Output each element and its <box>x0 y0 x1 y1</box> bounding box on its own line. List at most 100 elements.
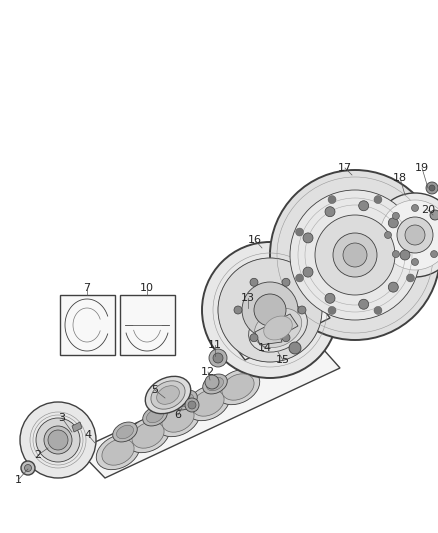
Bar <box>120 295 175 355</box>
Circle shape <box>431 251 438 257</box>
Circle shape <box>213 353 223 363</box>
Text: 10: 10 <box>140 283 154 293</box>
Ellipse shape <box>192 390 224 416</box>
Polygon shape <box>72 422 82 432</box>
Circle shape <box>270 170 438 340</box>
Circle shape <box>202 242 338 378</box>
Circle shape <box>359 299 369 309</box>
Circle shape <box>242 282 298 338</box>
Circle shape <box>405 225 425 245</box>
Ellipse shape <box>186 385 230 421</box>
Circle shape <box>328 306 336 314</box>
Circle shape <box>234 306 242 314</box>
Bar <box>60 295 115 355</box>
Ellipse shape <box>222 374 254 400</box>
Circle shape <box>315 215 395 295</box>
Circle shape <box>389 218 398 228</box>
Circle shape <box>411 259 418 265</box>
Ellipse shape <box>126 417 170 453</box>
Circle shape <box>188 401 196 409</box>
Ellipse shape <box>249 304 307 352</box>
Circle shape <box>21 461 35 475</box>
Ellipse shape <box>151 381 185 409</box>
Circle shape <box>325 207 335 217</box>
Circle shape <box>290 190 420 320</box>
Circle shape <box>289 342 301 354</box>
Text: 1: 1 <box>14 475 21 485</box>
Ellipse shape <box>162 406 194 432</box>
Ellipse shape <box>147 409 163 423</box>
Circle shape <box>282 278 290 286</box>
Circle shape <box>205 375 219 389</box>
Ellipse shape <box>207 377 223 391</box>
Circle shape <box>389 282 398 292</box>
Circle shape <box>298 306 306 314</box>
Circle shape <box>430 210 438 220</box>
Text: 3: 3 <box>59 413 66 423</box>
Text: 2: 2 <box>35 450 42 460</box>
Text: 18: 18 <box>393 173 407 183</box>
Text: 15: 15 <box>276 355 290 365</box>
Ellipse shape <box>132 422 164 448</box>
Ellipse shape <box>254 309 302 348</box>
Ellipse shape <box>96 434 140 470</box>
Polygon shape <box>230 298 330 360</box>
Circle shape <box>303 267 313 277</box>
Text: 7: 7 <box>83 283 91 293</box>
Text: 5: 5 <box>152 385 159 395</box>
Ellipse shape <box>102 439 134 465</box>
Circle shape <box>185 398 199 412</box>
Ellipse shape <box>145 376 191 414</box>
Ellipse shape <box>203 374 227 394</box>
Text: 17: 17 <box>338 163 352 173</box>
Circle shape <box>218 258 322 362</box>
Circle shape <box>36 418 80 462</box>
Circle shape <box>48 430 68 450</box>
Circle shape <box>385 231 392 238</box>
Circle shape <box>374 196 382 204</box>
Text: 11: 11 <box>208 340 222 350</box>
Circle shape <box>431 213 438 220</box>
Circle shape <box>250 278 258 286</box>
Text: 16: 16 <box>248 235 262 245</box>
Circle shape <box>296 228 304 236</box>
Circle shape <box>374 306 382 314</box>
Ellipse shape <box>264 316 292 340</box>
Circle shape <box>411 205 418 212</box>
Circle shape <box>373 193 438 277</box>
Circle shape <box>20 402 96 478</box>
Circle shape <box>328 196 336 204</box>
Ellipse shape <box>143 406 167 426</box>
Circle shape <box>282 334 290 342</box>
Ellipse shape <box>177 393 194 407</box>
Ellipse shape <box>113 422 137 442</box>
Text: 13: 13 <box>241 293 255 303</box>
Ellipse shape <box>156 401 200 437</box>
Circle shape <box>333 233 377 277</box>
Polygon shape <box>255 314 298 345</box>
Text: 12: 12 <box>201 367 215 377</box>
Text: 14: 14 <box>258 343 272 353</box>
Circle shape <box>25 464 32 472</box>
Circle shape <box>325 293 335 303</box>
Text: 4: 4 <box>85 430 92 440</box>
Circle shape <box>209 349 227 367</box>
Circle shape <box>254 294 286 326</box>
Circle shape <box>303 233 313 243</box>
Ellipse shape <box>173 390 197 410</box>
Circle shape <box>296 274 304 282</box>
Ellipse shape <box>117 425 134 439</box>
Circle shape <box>392 213 399 220</box>
Circle shape <box>406 228 414 236</box>
Ellipse shape <box>157 386 180 405</box>
Circle shape <box>397 217 433 253</box>
Circle shape <box>44 426 72 454</box>
Circle shape <box>380 200 438 270</box>
Polygon shape <box>78 340 340 478</box>
Circle shape <box>250 334 258 342</box>
Circle shape <box>343 243 367 267</box>
Text: 20: 20 <box>421 205 435 215</box>
Text: 6: 6 <box>174 410 181 420</box>
Text: 19: 19 <box>415 163 429 173</box>
Ellipse shape <box>216 369 260 405</box>
